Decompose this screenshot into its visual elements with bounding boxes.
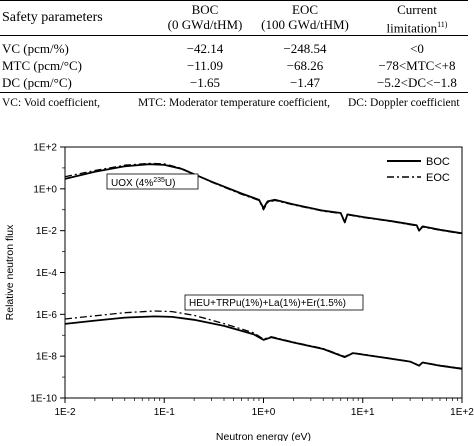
series-layer [64, 162, 463, 370]
header-limit-line1: Current [397, 2, 437, 17]
row-mtc-limit: −78<MTC<+8 [378, 58, 456, 73]
y-tick-label: 1E+2 [33, 143, 57, 154]
x-tick-label: 1E+0 [252, 407, 276, 418]
neutron-flux-chart: 1E-2 1E-1 1E+0 1E+1 1E+2 1E-10 1E-8 1E-6 1E-4 1E-… [0, 140, 474, 444]
row-vc-limit: <0 [410, 41, 424, 56]
uox-annotation: UOX (4%235U) [111, 177, 175, 189]
heu-annotation: HEU+TRPu(1%)+La(1%)+Er(1.5%) [189, 298, 346, 309]
row-dc-boc: −1.65 [189, 75, 221, 90]
row-mtc-param: MTC (pcm/°C) [2, 58, 82, 73]
header-boc-line1: BOC [191, 2, 219, 17]
table-bottom-rule [0, 92, 468, 94]
header-boc-line2: (0 GWd/tHM) [167, 17, 243, 32]
header-limit-ref: 11) [437, 20, 448, 29]
header-eoc-line1: EOC [292, 2, 318, 17]
legend-boc-label: BOC [426, 156, 450, 168]
safety-parameters-table: Safety parameters BOC (0 GWd/tHM) EOC (1… [0, 0, 474, 122]
y-axis-label: Relative neutron flux [4, 224, 16, 320]
chart-svg: 1E-2 1E-1 1E+0 1E+1 1E+2 1E-10 1E-8 1E-6 1E-4 1E-… [4, 143, 474, 444]
plot-frame [64, 146, 463, 399]
x-tick-label: 1E+2 [450, 407, 474, 418]
row-vc-eoc: −248.54 [283, 41, 327, 56]
series-uox-boc [64, 163, 463, 235]
legend-eoc-label: EOC [426, 172, 450, 184]
header-eoc-line2: (100 GWd/tHM) [261, 17, 349, 32]
series-uox-eoc [64, 162, 463, 235]
uox-annotation-box [106, 173, 199, 190]
row-dc-param: DC (pcm/°C) [2, 75, 72, 90]
labels-layer: 1E-2 1E-1 1E+0 1E+1 1E+2 1E-10 1E-8 1E-6 1E-4 1E-… [4, 143, 474, 444]
row-vc-boc: −42.14 [186, 41, 224, 56]
table-top-rule [0, 0, 468, 2]
x-tick-label: 1E+1 [351, 407, 375, 418]
row-vc-param: VC (pcm/%) [2, 41, 69, 56]
y-tick-label: 1E-4 [36, 268, 58, 279]
y-tick-label: 1E-6 [36, 310, 58, 321]
row-mtc-boc: −11.09 [186, 58, 224, 73]
y-tick-label: 1E-10 [30, 394, 57, 405]
header-limit-line2: limitation11) [386, 20, 448, 36]
x-tick-label: 1E-1 [154, 407, 176, 418]
row-dc-eoc: −1.47 [289, 75, 321, 90]
table-header-rule [0, 35, 468, 36]
y-tick-label: 1E-8 [36, 352, 58, 363]
y-tick-label: 1E+0 [33, 184, 57, 195]
footnote-dc: DC: Doppler coefficient [348, 97, 460, 109]
footnote-mtc: MTC: Moderator temperature coefficient, [138, 97, 331, 109]
series-heu-boc [64, 315, 463, 370]
legend: BOC EOC [387, 156, 450, 184]
heu-annotation-box [184, 294, 364, 311]
series-heu-eoc [64, 310, 463, 370]
footnote-vc: VC: Void coefficient, [2, 97, 101, 109]
y-tick-label: 1E-2 [36, 226, 58, 237]
x-axis-label: Neutron energy (eV) [216, 431, 311, 441]
row-dc-limit: −5.2<DC<−1.8 [377, 75, 457, 90]
x-tick-label: 1E-2 [54, 407, 76, 418]
header-param: Safety parameters [2, 10, 103, 25]
row-mtc-eoc: −68.26 [286, 58, 324, 73]
